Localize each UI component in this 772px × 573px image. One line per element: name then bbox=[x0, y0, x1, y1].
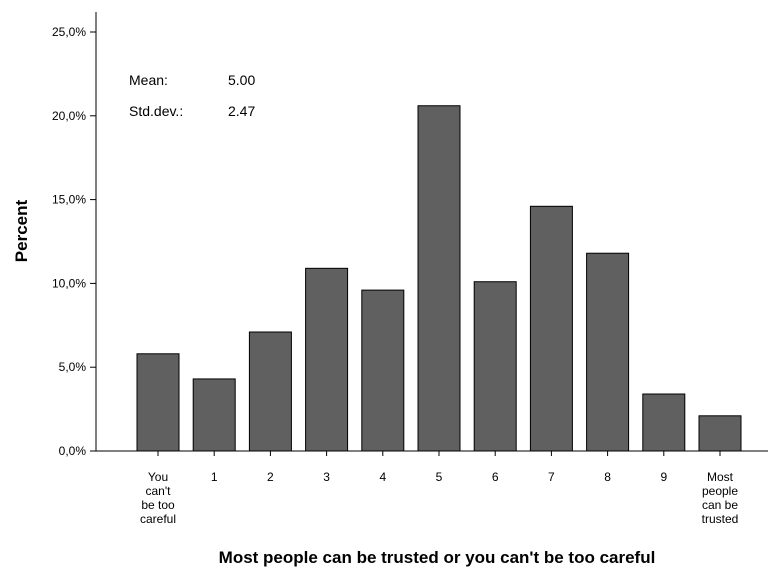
y-tick-label: 20,0% bbox=[52, 109, 86, 123]
std-dev-value: 2.47 bbox=[228, 103, 255, 119]
bars bbox=[136, 105, 742, 452]
y-axis: 0,0% 5,0% 10,0% 15,0% 20,0% 25,0% bbox=[52, 12, 97, 458]
x-tick-label: 3 bbox=[323, 470, 330, 484]
bar bbox=[529, 205, 573, 452]
std-dev-label: Std.dev.: bbox=[129, 103, 183, 119]
y-axis-title: Percent bbox=[12, 199, 31, 262]
y-tick-label: 10,0% bbox=[52, 276, 86, 290]
bar bbox=[192, 378, 236, 452]
bar bbox=[248, 331, 292, 452]
y-tick-label: 15,0% bbox=[52, 193, 86, 207]
y-tick-label: 25,0% bbox=[52, 25, 86, 39]
x-tick-label: Most people can be trusted bbox=[702, 470, 739, 526]
x-tick-label: 7 bbox=[548, 470, 555, 484]
bar bbox=[361, 289, 405, 452]
y-tick-label: 0,0% bbox=[59, 444, 87, 458]
x-tick-label: 4 bbox=[379, 470, 386, 484]
bar bbox=[305, 267, 349, 452]
bar bbox=[698, 415, 742, 452]
x-tick-label: 1 bbox=[211, 470, 218, 484]
x-tick-label: 2 bbox=[267, 470, 274, 484]
x-tick-label: You can't be too careful bbox=[140, 470, 176, 526]
x-tick-label: 9 bbox=[660, 470, 667, 484]
x-tick-label: 6 bbox=[492, 470, 499, 484]
x-tick-label: 5 bbox=[436, 470, 443, 484]
mean-value: 5.00 bbox=[228, 72, 255, 88]
mean-label: Mean: bbox=[129, 72, 168, 88]
x-tick-label: 8 bbox=[604, 470, 611, 484]
bar bbox=[473, 281, 517, 452]
stats-annotation: Mean: 5.00 Std.dev.: 2.47 bbox=[129, 72, 255, 119]
bar bbox=[642, 393, 686, 452]
bar bbox=[417, 105, 461, 452]
y-tick-label: 5,0% bbox=[59, 360, 87, 374]
x-axis: You can't be too careful 1 2 3 4 5 6 7 8 9 Most people… bbox=[96, 450, 768, 526]
bar bbox=[586, 252, 630, 452]
x-axis-title: Most people can be trusted or you can't … bbox=[219, 548, 656, 567]
bar bbox=[136, 353, 180, 452]
